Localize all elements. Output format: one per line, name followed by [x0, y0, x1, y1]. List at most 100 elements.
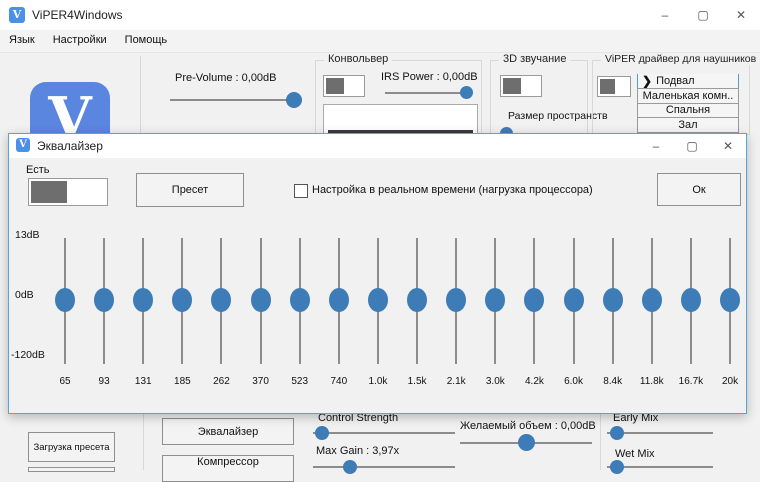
eq-band-freq-label: 65	[59, 376, 71, 387]
eq-band-thumb-523[interactable]	[289, 288, 310, 312]
eq-band-thumb-3.0k[interactable]	[485, 288, 506, 312]
eq-band-thumb-1.0k[interactable]	[367, 288, 388, 312]
headphone-group: ViPER драйвер для наушников	[592, 53, 760, 135]
room-preset-item[interactable]: Маленькая комн..	[637, 87, 739, 104]
eq-enable-toggle[interactable]	[28, 178, 108, 206]
eq-scale-bottom: -120dB	[11, 349, 45, 361]
early-mix-slider[interactable]	[607, 432, 713, 434]
eq-band-freq-label: 1.0k	[368, 376, 388, 387]
eq-band-thumb-131[interactable]	[133, 288, 154, 312]
eq-band-thumb-16.7k[interactable]	[680, 288, 701, 312]
eq-band-freq-label: 11.8k	[639, 376, 664, 387]
headphone-toggle[interactable]	[597, 76, 631, 97]
desired-volume-label: Желаемый объем : 0,00dB	[460, 420, 596, 432]
eq-band-freq-label: 185	[174, 376, 191, 387]
pre-volume-slider-thumb[interactable]	[286, 92, 302, 108]
convolver-group-title: Конвольвер	[324, 53, 393, 65]
ok-button[interactable]: Ок	[657, 173, 741, 206]
room-preset-label: Спальня	[665, 104, 711, 117]
convolver-toggle[interactable]	[323, 75, 365, 97]
sound3d-group-title: 3D звучание	[499, 53, 571, 65]
eq-band-thumb-65[interactable]	[55, 288, 75, 312]
irs-power-slider-thumb[interactable]	[460, 86, 473, 99]
early-mix-slider-thumb[interactable]	[610, 426, 624, 440]
equalizer-panel-button[interactable]: Эквалайзер	[162, 418, 294, 445]
maximize-button[interactable]: ▢	[697, 8, 709, 22]
irs-file-box-strip	[328, 130, 473, 134]
eq-band-freq-label: 6.0k	[564, 376, 583, 387]
eq-band-thumb-4.2k[interactable]	[524, 288, 545, 312]
max-gain-label: Max Gain : 3,97x	[316, 445, 400, 457]
room-preset-item[interactable]: Зал	[637, 117, 739, 133]
room-preset-label: Зал	[678, 119, 698, 132]
headphone-group-title: ViPER драйвер для наушников	[601, 53, 760, 65]
selected-marker-icon: ❯	[642, 74, 653, 88]
eq-scale-mid: 0dB	[15, 289, 34, 301]
eq-band-thumb-93[interactable]	[94, 288, 115, 312]
eq-band-thumb-1.5k[interactable]	[407, 288, 428, 312]
pre-volume-slider[interactable]	[170, 99, 300, 101]
control-strength-slider[interactable]	[313, 432, 455, 434]
eq-band-thumb-20k[interactable]	[720, 288, 741, 312]
dialog-maximize-button[interactable]: ▢	[686, 139, 698, 153]
eq-band-thumb-740[interactable]	[328, 288, 349, 312]
main-titlebar: V ViPER4Windows – ▢ ✕	[0, 0, 760, 30]
control-strength-slider-thumb[interactable]	[315, 426, 329, 440]
panel-divider	[140, 56, 141, 133]
main-window-title: ViPER4Windows	[32, 8, 123, 22]
menu-item-Помощь[interactable]: Помощь	[124, 34, 168, 46]
dialog-title: Эквалайзер	[37, 139, 103, 153]
panel-divider-bottom	[143, 413, 144, 470]
eq-band-thumb-6.0k[interactable]	[563, 288, 584, 312]
eq-band-thumb-2.1k[interactable]	[446, 288, 467, 312]
irs-file-box[interactable]	[323, 104, 478, 135]
eq-band-freq-label: 3.0k	[485, 376, 505, 387]
load-preset-button[interactable]: Загрузка пресета	[28, 432, 115, 462]
close-button[interactable]: ✕	[735, 8, 747, 22]
wet-mix-slider[interactable]	[607, 466, 713, 468]
control-strength-label: Control Strength	[318, 412, 399, 424]
compressor-panel-button[interactable]: Компрессор	[162, 455, 294, 482]
eq-band-freq-label: 2.1k	[446, 376, 466, 387]
eq-scale-top: 13dB	[15, 229, 40, 241]
eq-band-freq-label: 523	[291, 376, 309, 387]
sound3d-group: 3D звучание	[490, 53, 588, 135]
eq-band-freq-label: 4.2k	[524, 376, 544, 387]
menu-item-Язык[interactable]: Язык	[9, 34, 35, 46]
wet-mix-slider-thumb[interactable]	[610, 460, 624, 474]
dialog-minimize-button[interactable]: –	[652, 139, 660, 153]
eq-band-freq-label: 93	[98, 376, 110, 387]
eq-band-freq-label: 262	[213, 376, 230, 387]
reverb-divider	[600, 413, 601, 470]
equalizer-dialog: V Эквалайзер – ▢ ✕ Есть Пресет Настройка…	[8, 133, 747, 414]
room-preset-list: ❯ Подвал Маленькая комн.. Спальня Зал	[637, 74, 739, 133]
eq-band-thumb-185[interactable]	[172, 288, 193, 312]
desired-volume-slider-thumb[interactable]	[518, 434, 535, 451]
irs-power-slider[interactable]	[385, 92, 471, 94]
eq-band-freq-label: 131	[134, 376, 152, 387]
preset-button[interactable]: Пресет	[136, 173, 244, 207]
sound3d-toggle[interactable]	[500, 75, 542, 97]
eq-band-freq-label: 740	[330, 376, 348, 387]
eq-band-freq-label: 8.4k	[603, 376, 623, 387]
menu-item-Настройки[interactable]: Настройки	[52, 34, 107, 46]
dialog-titlebar: V Эквалайзер – ▢ ✕	[9, 134, 746, 158]
realtime-checkbox[interactable]	[294, 184, 308, 198]
room-preset-item[interactable]: Спальня	[637, 102, 739, 119]
eq-band-freq-label: 16.7k	[678, 376, 704, 387]
room-preset-label: Подвал	[656, 74, 695, 87]
realtime-checkbox-label: Настройка в реальном времени (нагрузка п…	[312, 184, 593, 196]
max-gain-slider-thumb[interactable]	[343, 460, 357, 474]
space-size-label: Размер пространств	[508, 110, 608, 122]
minimize-button[interactable]: –	[661, 8, 669, 22]
eq-band-thumb-262[interactable]	[211, 288, 232, 312]
eq-band-thumb-11.8k[interactable]	[641, 288, 662, 312]
dialog-close-button[interactable]: ✕	[722, 139, 734, 153]
dialog-logo-icon: V	[16, 138, 30, 152]
eq-band-freq-label: 20k	[721, 376, 739, 387]
eq-band-thumb-8.4k[interactable]	[602, 288, 623, 312]
eq-band-thumb-370[interactable]	[250, 288, 271, 312]
max-gain-slider[interactable]	[313, 466, 455, 468]
room-preset-label: Маленькая комн..	[642, 89, 734, 102]
room-preset-item[interactable]: ❯ Подвал	[637, 74, 739, 89]
